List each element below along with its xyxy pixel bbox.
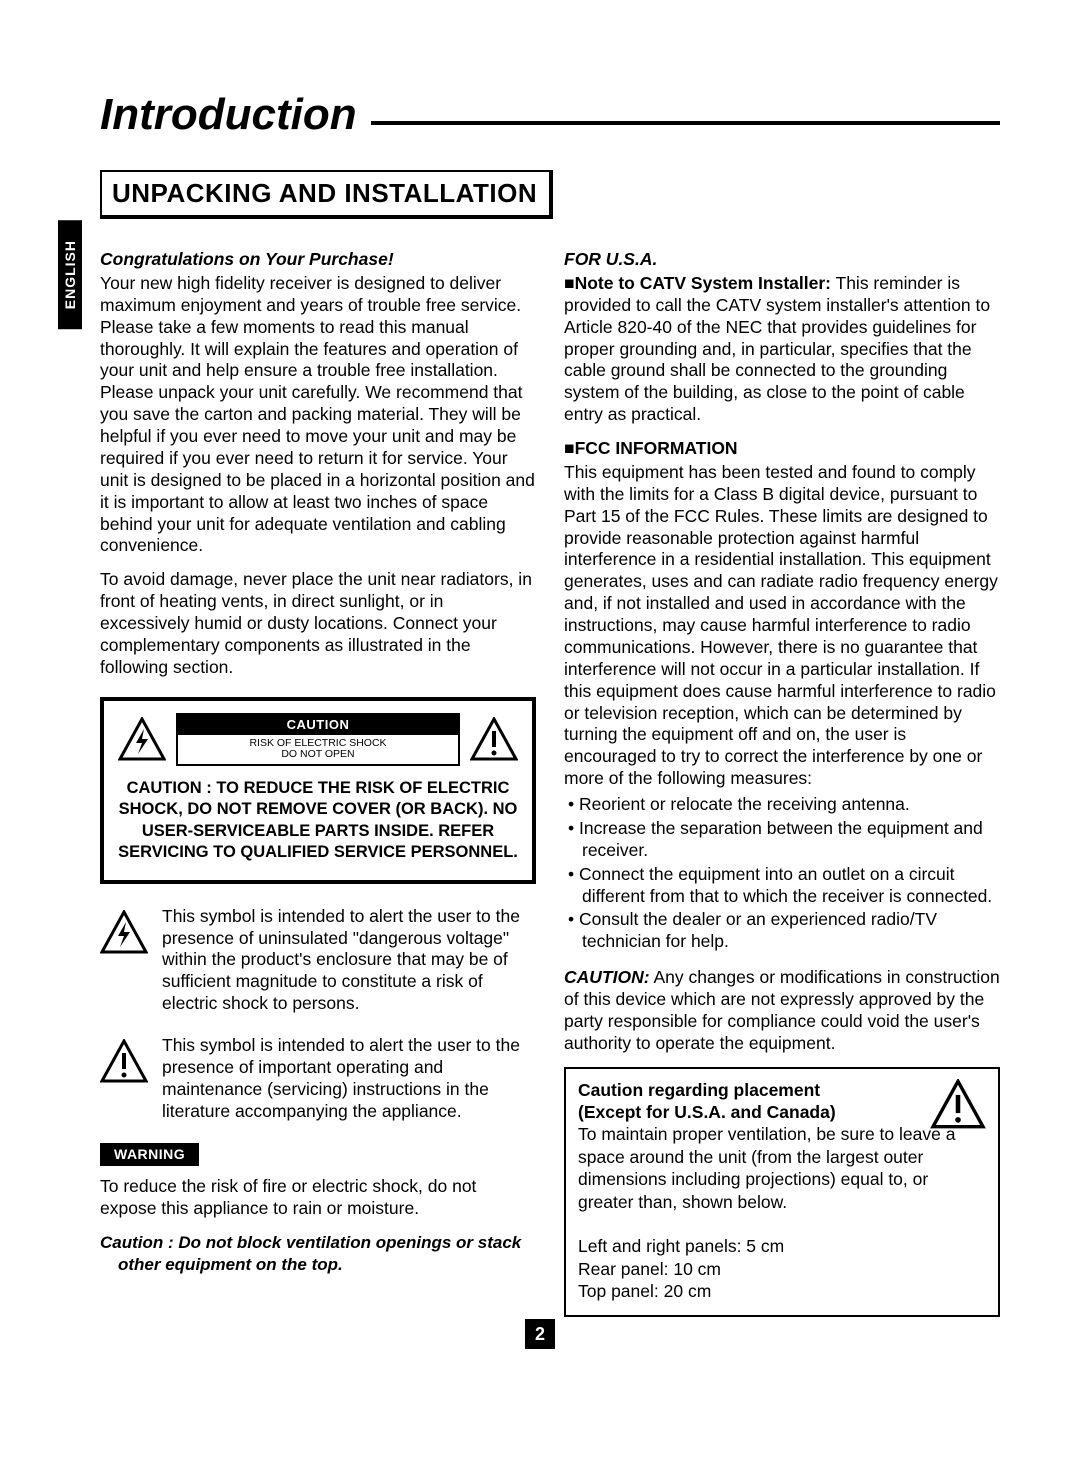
fcc-bullet-list: Reorient or relocate the receiving anten… bbox=[564, 794, 1000, 953]
title-row: Introduction bbox=[100, 90, 1000, 140]
congrats-p2: To avoid damage, never place the unit ne… bbox=[100, 569, 536, 678]
caution-top-row: CAUTION RISK OF ELECTRIC SHOCK DO NOT OP… bbox=[118, 713, 518, 766]
title-rule bbox=[371, 121, 1000, 125]
placement-l3: Top panel: 20 cm bbox=[578, 1281, 711, 1301]
placement-h2: (Except for U.S.A. and Canada) bbox=[578, 1102, 836, 1122]
placement-text: Caution regarding placement (Except for … bbox=[578, 1079, 986, 1303]
caution-box: CAUTION RISK OF ELECTRIC SHOCK DO NOT OP… bbox=[100, 697, 536, 884]
exclamation-icon bbox=[470, 717, 518, 761]
congrats-p1: Your new high fidelity receiver is desig… bbox=[100, 273, 536, 557]
bolt-icon bbox=[118, 717, 166, 761]
page-title: Introduction bbox=[100, 90, 365, 140]
caution-banner: CAUTION RISK OF ELECTRIC SHOCK DO NOT OP… bbox=[176, 713, 460, 766]
fcc-heading-row: ■FCC INFORMATION bbox=[564, 438, 1000, 460]
manual-page: ENGLISH Introduction UNPACKING AND INSTA… bbox=[0, 0, 1080, 1377]
caution-changes: CAUTION: Any changes or modifications in… bbox=[564, 967, 1000, 1055]
warning-text: To reduce the risk of fire or electric s… bbox=[100, 1176, 536, 1220]
caution-bold: CAUTION: bbox=[564, 967, 650, 987]
bolt-symbol-text: This symbol is intended to alert the use… bbox=[162, 906, 536, 1015]
exclamation-icon bbox=[100, 1039, 148, 1083]
fcc-bullet: Consult the dealer or an experienced rad… bbox=[564, 909, 1000, 953]
caution-banner-sub: RISK OF ELECTRIC SHOCK DO NOT OPEN bbox=[178, 735, 458, 764]
page-number: 2 bbox=[525, 1319, 555, 1349]
bolt-icon bbox=[100, 910, 148, 954]
ventilation-caution: Caution : Do not block ventilation openi… bbox=[100, 1232, 536, 1276]
usa-heading: FOR U.S.A. bbox=[564, 249, 1000, 271]
columns: Congratulations on Your Purchase! Your n… bbox=[100, 249, 1000, 1317]
catv-note: ■Note to CATV System Installer: This rem… bbox=[564, 273, 1000, 426]
exclamation-icon bbox=[930, 1079, 986, 1129]
section-header: UNPACKING AND INSTALLATION bbox=[100, 170, 553, 219]
placement-box: Caution regarding placement (Except for … bbox=[564, 1067, 1000, 1317]
exclamation-symbol-text: This symbol is intended to alert the use… bbox=[162, 1035, 536, 1123]
placement-l2: Rear panel: 10 cm bbox=[578, 1259, 721, 1279]
warning-label: WARNING bbox=[100, 1143, 199, 1167]
caution-banner-title: CAUTION bbox=[178, 715, 458, 735]
language-tab: ENGLISH bbox=[58, 220, 82, 329]
fcc-bullet: Increase the separation between the equi… bbox=[564, 818, 1000, 862]
congrats-heading: Congratulations on Your Purchase! bbox=[100, 249, 536, 271]
fcc-bullet: Connect the equipment into an outlet on … bbox=[564, 864, 1000, 908]
catv-bold: Note to CATV System Installer: bbox=[575, 273, 831, 293]
placement-body: To maintain proper ventilation, be sure … bbox=[578, 1124, 955, 1211]
catv-text: This reminder is provided to call the CA… bbox=[564, 273, 990, 424]
exclamation-symbol-row: This symbol is intended to alert the use… bbox=[100, 1035, 536, 1123]
bolt-symbol-row: This symbol is intended to alert the use… bbox=[100, 906, 536, 1015]
left-column: Congratulations on Your Purchase! Your n… bbox=[100, 249, 536, 1317]
placement-l1: Left and right panels: 5 cm bbox=[578, 1236, 784, 1256]
caution-main-text: CAUTION : TO REDUCE THE RISK OF ELECTRIC… bbox=[118, 778, 518, 864]
placement-h1: Caution regarding placement bbox=[578, 1080, 820, 1100]
fcc-p1: This equipment has been tested and found… bbox=[564, 462, 1000, 790]
fcc-heading: FCC INFORMATION bbox=[575, 438, 738, 458]
square-bullet: ■ bbox=[564, 273, 575, 293]
fcc-bullet: Reorient or relocate the receiving anten… bbox=[564, 794, 1000, 816]
right-column: FOR U.S.A. ■Note to CATV System Installe… bbox=[564, 249, 1000, 1317]
square-bullet: ■ bbox=[564, 438, 575, 458]
